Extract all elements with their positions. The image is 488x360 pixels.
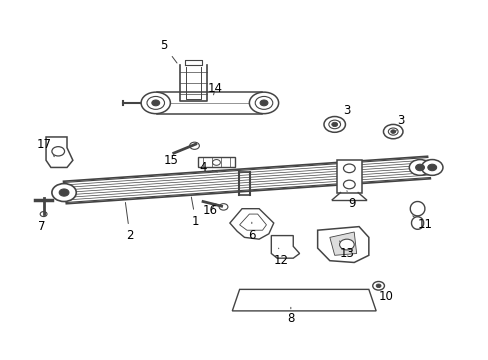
Text: 10: 10 bbox=[378, 286, 392, 303]
Circle shape bbox=[249, 92, 278, 114]
Text: 14: 14 bbox=[207, 82, 223, 95]
Circle shape bbox=[152, 100, 159, 106]
Polygon shape bbox=[232, 289, 375, 311]
Polygon shape bbox=[239, 214, 266, 230]
Circle shape bbox=[260, 100, 267, 106]
Text: 3: 3 bbox=[395, 114, 404, 132]
Text: 15: 15 bbox=[163, 149, 181, 167]
Polygon shape bbox=[329, 232, 356, 255]
Circle shape bbox=[383, 125, 402, 139]
Circle shape bbox=[324, 117, 345, 132]
Text: 7: 7 bbox=[39, 212, 46, 233]
Text: 16: 16 bbox=[203, 204, 218, 217]
Circle shape bbox=[372, 282, 384, 290]
Circle shape bbox=[387, 128, 397, 135]
Text: 17: 17 bbox=[37, 138, 54, 157]
Circle shape bbox=[415, 164, 424, 171]
Text: 4: 4 bbox=[199, 161, 217, 174]
Circle shape bbox=[408, 159, 430, 175]
Polygon shape bbox=[229, 209, 273, 239]
Circle shape bbox=[331, 122, 337, 127]
Circle shape bbox=[421, 159, 442, 175]
Polygon shape bbox=[271, 235, 299, 258]
Polygon shape bbox=[198, 157, 234, 167]
Circle shape bbox=[59, 189, 69, 196]
Text: 11: 11 bbox=[412, 216, 431, 231]
Text: 8: 8 bbox=[286, 307, 294, 325]
Text: 6: 6 bbox=[247, 222, 255, 242]
Polygon shape bbox=[336, 160, 361, 193]
Text: 13: 13 bbox=[339, 241, 354, 260]
Text: 5: 5 bbox=[160, 39, 177, 63]
Circle shape bbox=[328, 120, 340, 129]
Circle shape bbox=[390, 130, 395, 134]
Circle shape bbox=[339, 239, 353, 250]
Circle shape bbox=[52, 184, 76, 202]
Text: 1: 1 bbox=[191, 197, 199, 228]
Text: 12: 12 bbox=[273, 248, 288, 267]
Circle shape bbox=[427, 164, 436, 171]
Circle shape bbox=[375, 284, 380, 288]
Polygon shape bbox=[46, 137, 73, 167]
Text: 2: 2 bbox=[125, 202, 133, 242]
Text: 9: 9 bbox=[346, 191, 355, 210]
Polygon shape bbox=[317, 226, 368, 262]
Text: 3: 3 bbox=[339, 104, 350, 123]
Circle shape bbox=[141, 92, 170, 114]
Polygon shape bbox=[157, 92, 261, 114]
